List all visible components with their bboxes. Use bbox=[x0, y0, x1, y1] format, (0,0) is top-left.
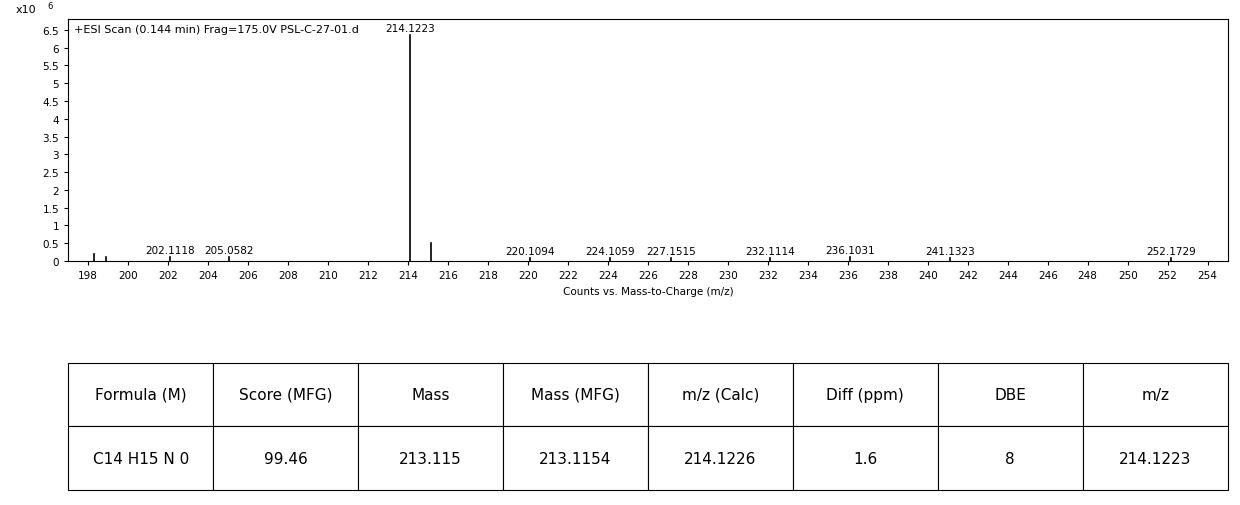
Text: 252.1729: 252.1729 bbox=[1146, 246, 1195, 256]
Text: 205.0582: 205.0582 bbox=[205, 246, 254, 256]
Text: x10: x10 bbox=[16, 6, 37, 15]
Text: 232.1114: 232.1114 bbox=[745, 246, 795, 256]
Text: 241.1323: 241.1323 bbox=[925, 246, 976, 257]
Text: 236.1031: 236.1031 bbox=[825, 246, 874, 256]
Text: +ESI Scan (0.144 min) Frag=175.0V PSL-C-27-01.d: +ESI Scan (0.144 min) Frag=175.0V PSL-C-… bbox=[74, 25, 358, 35]
Text: 202.1118: 202.1118 bbox=[145, 246, 195, 256]
Text: 224.1059: 224.1059 bbox=[585, 246, 635, 256]
Text: 227.1515: 227.1515 bbox=[646, 246, 696, 256]
X-axis label: Counts vs. Mass-to-Charge (m/z): Counts vs. Mass-to-Charge (m/z) bbox=[563, 286, 733, 296]
Text: 220.1094: 220.1094 bbox=[506, 246, 554, 256]
Text: 214.1223: 214.1223 bbox=[386, 24, 435, 34]
Text: 6: 6 bbox=[47, 2, 53, 11]
